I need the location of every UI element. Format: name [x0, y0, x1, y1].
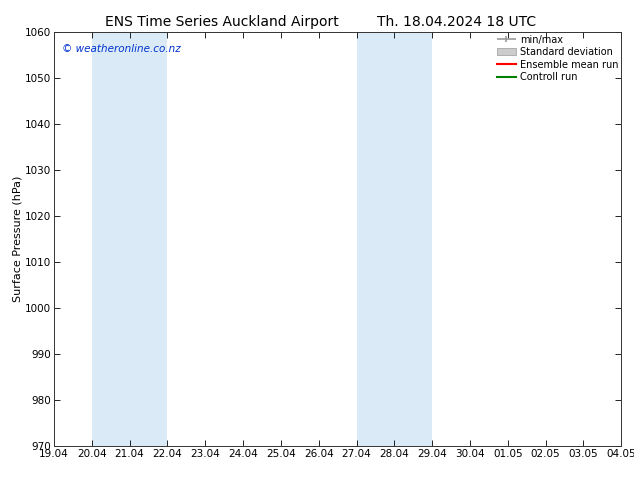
Bar	[621, 32, 634, 446]
Text: ENS Time Series Auckland Airport: ENS Time Series Auckland Airport	[105, 15, 339, 29]
Bar	[92, 32, 167, 446]
Y-axis label: Surface Pressure (hPa): Surface Pressure (hPa)	[12, 176, 22, 302]
Text: © weatheronline.co.nz: © weatheronline.co.nz	[62, 44, 181, 54]
Legend: min/max, Standard deviation, Ensemble mean run, Controll run: min/max, Standard deviation, Ensemble me…	[496, 35, 618, 82]
Text: Th. 18.04.2024 18 UTC: Th. 18.04.2024 18 UTC	[377, 15, 536, 29]
Bar	[356, 32, 432, 446]
